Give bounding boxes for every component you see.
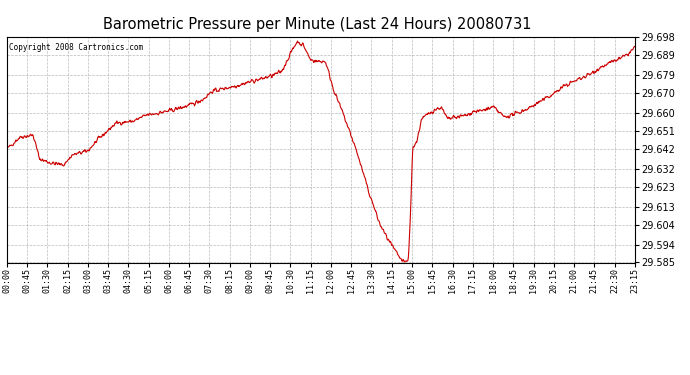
Text: Barometric Pressure per Minute (Last 24 Hours) 20080731: Barometric Pressure per Minute (Last 24 …	[103, 17, 532, 32]
Text: Copyright 2008 Cartronics.com: Copyright 2008 Cartronics.com	[9, 43, 143, 52]
